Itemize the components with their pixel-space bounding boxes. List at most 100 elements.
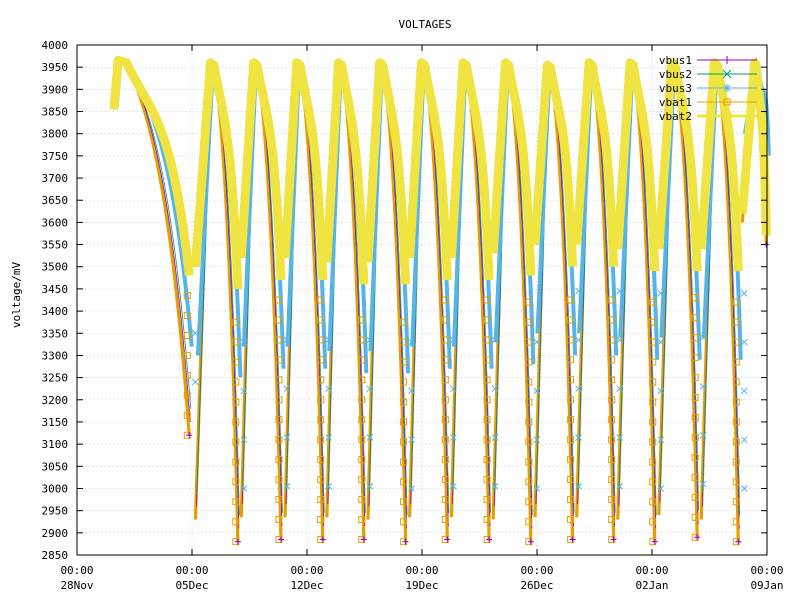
marker-vbus3 bbox=[575, 434, 582, 441]
y-tick-label: 3750 bbox=[42, 150, 69, 163]
marker-vbat1 bbox=[441, 416, 449, 424]
marker-vbat1 bbox=[649, 438, 657, 446]
x-tick-label-time: 00:00 bbox=[60, 564, 93, 577]
marker-vbus1 bbox=[651, 538, 658, 545]
marker-vbus3 bbox=[283, 482, 291, 490]
marker-vbus3 bbox=[699, 431, 707, 439]
marker-vbus3 bbox=[325, 434, 333, 441]
marker-vbus3 bbox=[699, 334, 707, 342]
marker-vbat1 bbox=[691, 374, 699, 382]
marker-vbat1 bbox=[358, 396, 366, 404]
marker-vbat1 bbox=[358, 316, 366, 324]
marker-vbus3 bbox=[491, 336, 499, 344]
marker-vbus3 bbox=[740, 387, 748, 395]
marker-vbat1 bbox=[183, 292, 191, 300]
marker-vbus3 bbox=[449, 434, 457, 441]
marker-vbat1 bbox=[400, 338, 408, 346]
marker-vbus1 bbox=[186, 432, 193, 439]
legend-label-vbat2: vbat2 bbox=[659, 110, 692, 123]
marker-vbat1 bbox=[275, 476, 283, 484]
marker-vbat1 bbox=[483, 416, 491, 424]
y-tick-label: 3150 bbox=[42, 416, 69, 429]
marker-vbat1 bbox=[608, 476, 616, 484]
marker-vbat1 bbox=[441, 496, 449, 504]
series-line-vbat1 bbox=[112, 58, 768, 542]
marker-vbus3 bbox=[240, 485, 248, 492]
legend-label-vbat1: vbat1 bbox=[659, 96, 692, 109]
marker-vbus3 bbox=[699, 480, 707, 488]
y-tick-label: 3200 bbox=[42, 394, 69, 407]
marker-vbat1 bbox=[567, 356, 575, 364]
marker-vbat1 bbox=[608, 416, 616, 424]
marker-vbat1 bbox=[358, 336, 366, 344]
marker-vbat1 bbox=[567, 496, 575, 504]
marker-vbus3 bbox=[491, 482, 499, 490]
y-axis-label: voltage/mV bbox=[10, 262, 23, 329]
x-tick-label-day: 05Dec bbox=[175, 579, 208, 592]
y-tick-label: 3350 bbox=[42, 327, 69, 340]
marker-vbat1 bbox=[400, 478, 408, 486]
marker-vbat1 bbox=[183, 351, 191, 359]
marker-vbat1 bbox=[317, 296, 325, 304]
marker-vbat1 bbox=[732, 438, 740, 446]
marker-vbus3 bbox=[575, 482, 582, 490]
marker-vbus3 bbox=[325, 385, 333, 393]
marker-vbat1 bbox=[483, 316, 491, 324]
y-tick-label: 3950 bbox=[42, 61, 69, 74]
marker-vbat1 bbox=[232, 378, 240, 386]
marker-vbat1 bbox=[608, 336, 616, 344]
marker-vbus1 bbox=[319, 536, 326, 543]
marker-vbat1 bbox=[608, 436, 616, 444]
marker-vbat1 bbox=[232, 398, 240, 406]
marker-vbat1 bbox=[441, 376, 449, 384]
marker-vbat1 bbox=[525, 518, 533, 526]
y-tick-label: 3400 bbox=[42, 305, 69, 318]
marker-vbat1 bbox=[732, 418, 740, 426]
marker-vbus3 bbox=[283, 336, 291, 344]
marker-vbat1 bbox=[317, 516, 325, 524]
y-tick-label: 3900 bbox=[42, 83, 69, 96]
marker-vbat1 bbox=[608, 396, 616, 404]
marker-vbat1 bbox=[608, 376, 616, 384]
marker-vbat1 bbox=[649, 458, 657, 466]
marker-vbus3 bbox=[449, 385, 457, 393]
marker-vbus3 bbox=[449, 482, 457, 490]
marker-vbat1 bbox=[691, 394, 699, 402]
marker-vbus3 bbox=[366, 336, 374, 344]
marker-vbus3 bbox=[408, 485, 415, 492]
marker-vbat1 bbox=[483, 296, 491, 304]
y-tick-label: 2900 bbox=[42, 527, 69, 540]
marker-vbat1 bbox=[525, 318, 533, 326]
marker-vbat1 bbox=[275, 416, 283, 424]
marker-vbat1 bbox=[649, 398, 657, 406]
marker-vbat1 bbox=[275, 296, 283, 304]
marker-vbat1 bbox=[567, 296, 575, 304]
marker-vbat1 bbox=[608, 316, 616, 324]
marker-vbat1 bbox=[608, 456, 616, 464]
marker-vbat1 bbox=[232, 358, 240, 366]
marker-vbat1 bbox=[441, 296, 449, 304]
marker-vbus3 bbox=[699, 383, 707, 390]
legend-marker-vbus1 bbox=[723, 56, 731, 64]
marker-vbat1 bbox=[441, 396, 449, 404]
marker-vbat1 bbox=[400, 398, 408, 406]
marker-vbus3 bbox=[616, 336, 624, 344]
marker-vbat1 bbox=[691, 294, 699, 302]
y-tick-label: 4000 bbox=[42, 39, 69, 52]
marker-vbat1 bbox=[649, 498, 657, 506]
marker-vbat1 bbox=[400, 438, 408, 446]
marker-vbat1 bbox=[483, 476, 491, 484]
marker-vbus1 bbox=[360, 536, 367, 543]
marker-vbat1 bbox=[441, 436, 449, 444]
plot-frame bbox=[76, 44, 768, 556]
marker-vbat1 bbox=[691, 414, 699, 422]
marker-vbat1 bbox=[732, 498, 740, 506]
marker-vbat1 bbox=[732, 478, 740, 486]
marker-vbus3 bbox=[657, 436, 665, 444]
marker-vbat1 bbox=[232, 438, 240, 446]
legend-marker-vbat1 bbox=[723, 98, 731, 106]
marker-vbat1 bbox=[183, 371, 191, 379]
marker-vbat1 bbox=[732, 318, 740, 326]
x-tick-label-day: 19Dec bbox=[405, 579, 438, 592]
